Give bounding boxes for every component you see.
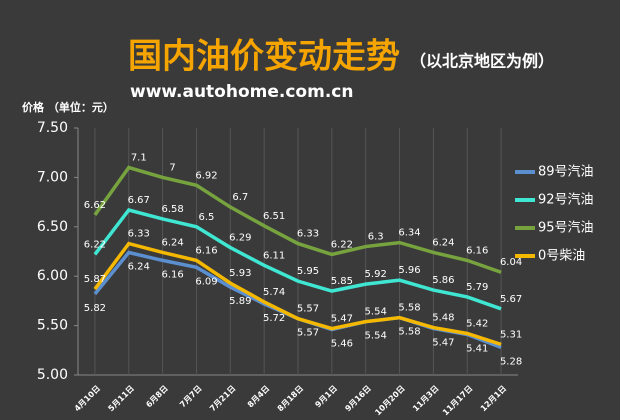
value-label: 6.51 <box>263 211 285 222</box>
y-tick-label: 7.00 <box>37 169 68 185</box>
value-label: 6.22 <box>84 239 106 250</box>
value-label: 6.62 <box>84 200 106 211</box>
value-label: 6.67 <box>128 195 150 206</box>
value-label: 5.95 <box>297 266 319 277</box>
legend-label: 89号汽油 <box>538 165 594 180</box>
value-label: 6.24 <box>128 261 150 272</box>
y-tick-label: 6.00 <box>37 268 68 284</box>
legend-label: 95号汽油 <box>538 221 594 236</box>
y-tick-label: 5.00 <box>37 367 68 383</box>
value-label: 6.24 <box>161 237 183 248</box>
value-label: 5.47 <box>432 338 454 349</box>
chart-title: 国内油价变动走势 <box>128 37 400 77</box>
legend-label: 0号柴油 <box>538 249 585 264</box>
series-line <box>93 208 502 311</box>
value-label: 5.57 <box>297 328 319 339</box>
y-tick-label: 7.50 <box>37 120 68 136</box>
y-tick-label: 6.50 <box>37 219 68 235</box>
value-label: 5.67 <box>500 294 522 305</box>
value-label: 5.86 <box>432 275 454 286</box>
value-label: 6.33 <box>128 229 150 240</box>
value-label: 5.58 <box>398 327 420 338</box>
value-label: 5.54 <box>365 307 387 318</box>
value-label: 5.46 <box>331 339 353 350</box>
value-label: 6.09 <box>195 276 217 287</box>
value-label: 5.57 <box>297 304 319 315</box>
value-label: 5.41 <box>466 343 488 354</box>
value-label: 6.34 <box>398 228 420 239</box>
value-label: 6.11 <box>263 250 285 261</box>
value-label: 5.58 <box>398 303 420 314</box>
value-label: 6.7 <box>232 192 248 203</box>
source: www.autohome.com.cn <box>130 82 353 102</box>
chart-subtitle: （以北京地区为例） <box>410 52 554 71</box>
series-line <box>93 165 502 274</box>
value-label: 5.85 <box>331 276 353 287</box>
y-axis-label: 价格 （单位：元） <box>22 100 114 114</box>
value-label: 5.82 <box>84 303 106 314</box>
value-label: 6.16 <box>161 269 183 280</box>
value-label: 6.29 <box>229 233 251 244</box>
value-label: 6.04 <box>500 257 522 268</box>
value-label: 5.48 <box>432 313 454 324</box>
value-label: 5.74 <box>263 287 285 298</box>
value-label: 5.96 <box>398 265 420 276</box>
value-label: 5.42 <box>466 319 488 330</box>
value-label: 7 <box>169 162 175 173</box>
value-label: 6.5 <box>199 212 215 223</box>
value-label: 5.31 <box>500 329 522 340</box>
value-label: 7.1 <box>131 153 147 164</box>
value-label: 5.87 <box>84 274 106 285</box>
value-label: 6.16 <box>195 245 217 256</box>
value-label: 6.58 <box>161 204 183 215</box>
value-label: 5.89 <box>229 296 251 307</box>
series-line <box>93 241 502 347</box>
value-label: 6.22 <box>331 239 353 250</box>
value-label: 5.93 <box>229 268 251 279</box>
value-label: 5.79 <box>466 282 488 293</box>
value-label: 5.28 <box>500 356 522 367</box>
value-label: 5.92 <box>365 269 387 280</box>
value-label: 6.33 <box>297 229 319 240</box>
y-tick-label: 5.50 <box>37 318 68 334</box>
value-label: 6.92 <box>195 170 217 181</box>
legend-label: 92号汽油 <box>538 193 594 208</box>
value-label: 5.72 <box>263 313 285 324</box>
value-label: 5.54 <box>365 331 387 342</box>
value-label: 6.16 <box>466 245 488 256</box>
value-label: 5.47 <box>331 314 353 325</box>
value-label: 6.3 <box>368 232 384 243</box>
value-label: 6.24 <box>432 237 454 248</box>
